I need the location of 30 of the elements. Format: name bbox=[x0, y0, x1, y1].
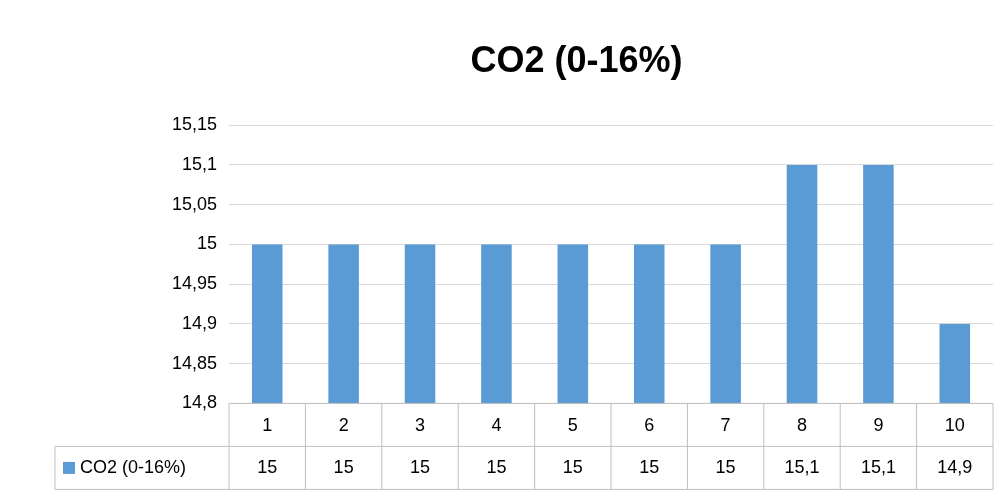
x-tick-label: 6 bbox=[644, 415, 655, 436]
y-tick-label: 14,95 bbox=[172, 273, 218, 294]
x-tick-label: 4 bbox=[491, 415, 502, 436]
legend-label: CO2 (0-16%) bbox=[80, 456, 187, 477]
y-tick-label: 15,1 bbox=[182, 153, 218, 174]
y-tick-label: 15,05 bbox=[172, 193, 218, 214]
data-label: 15 bbox=[257, 456, 278, 477]
x-tick-label: 9 bbox=[873, 415, 884, 436]
x-tick-label: 7 bbox=[720, 415, 731, 436]
x-tick-label: 3 bbox=[415, 415, 426, 436]
x-tick-label: 2 bbox=[338, 415, 349, 436]
y-tick-label: 15,15 bbox=[172, 114, 218, 135]
y-tick-label: 14,9 bbox=[182, 312, 218, 333]
data-label: 15 bbox=[715, 456, 736, 477]
y-tick-label: 15 bbox=[197, 233, 218, 254]
data-label: 15 bbox=[410, 456, 431, 477]
x-tick-label: 8 bbox=[797, 415, 808, 436]
chart-title: CO2 (0-16%) bbox=[470, 38, 683, 80]
y-tick-label: 14,8 bbox=[182, 392, 218, 413]
x-tick-label: 1 bbox=[262, 415, 273, 436]
data-label: 15,1 bbox=[784, 456, 820, 477]
data-label: 15 bbox=[333, 456, 354, 477]
data-label: 14,9 bbox=[937, 456, 973, 477]
data-label: 15,1 bbox=[860, 456, 896, 477]
x-tick-label: 5 bbox=[567, 415, 578, 436]
y-tick-label: 14,85 bbox=[172, 352, 218, 373]
x-tick-label: 10 bbox=[944, 415, 965, 436]
data-label: 15 bbox=[486, 456, 507, 477]
data-label: 15 bbox=[639, 456, 660, 477]
data-label: 15 bbox=[562, 456, 583, 477]
